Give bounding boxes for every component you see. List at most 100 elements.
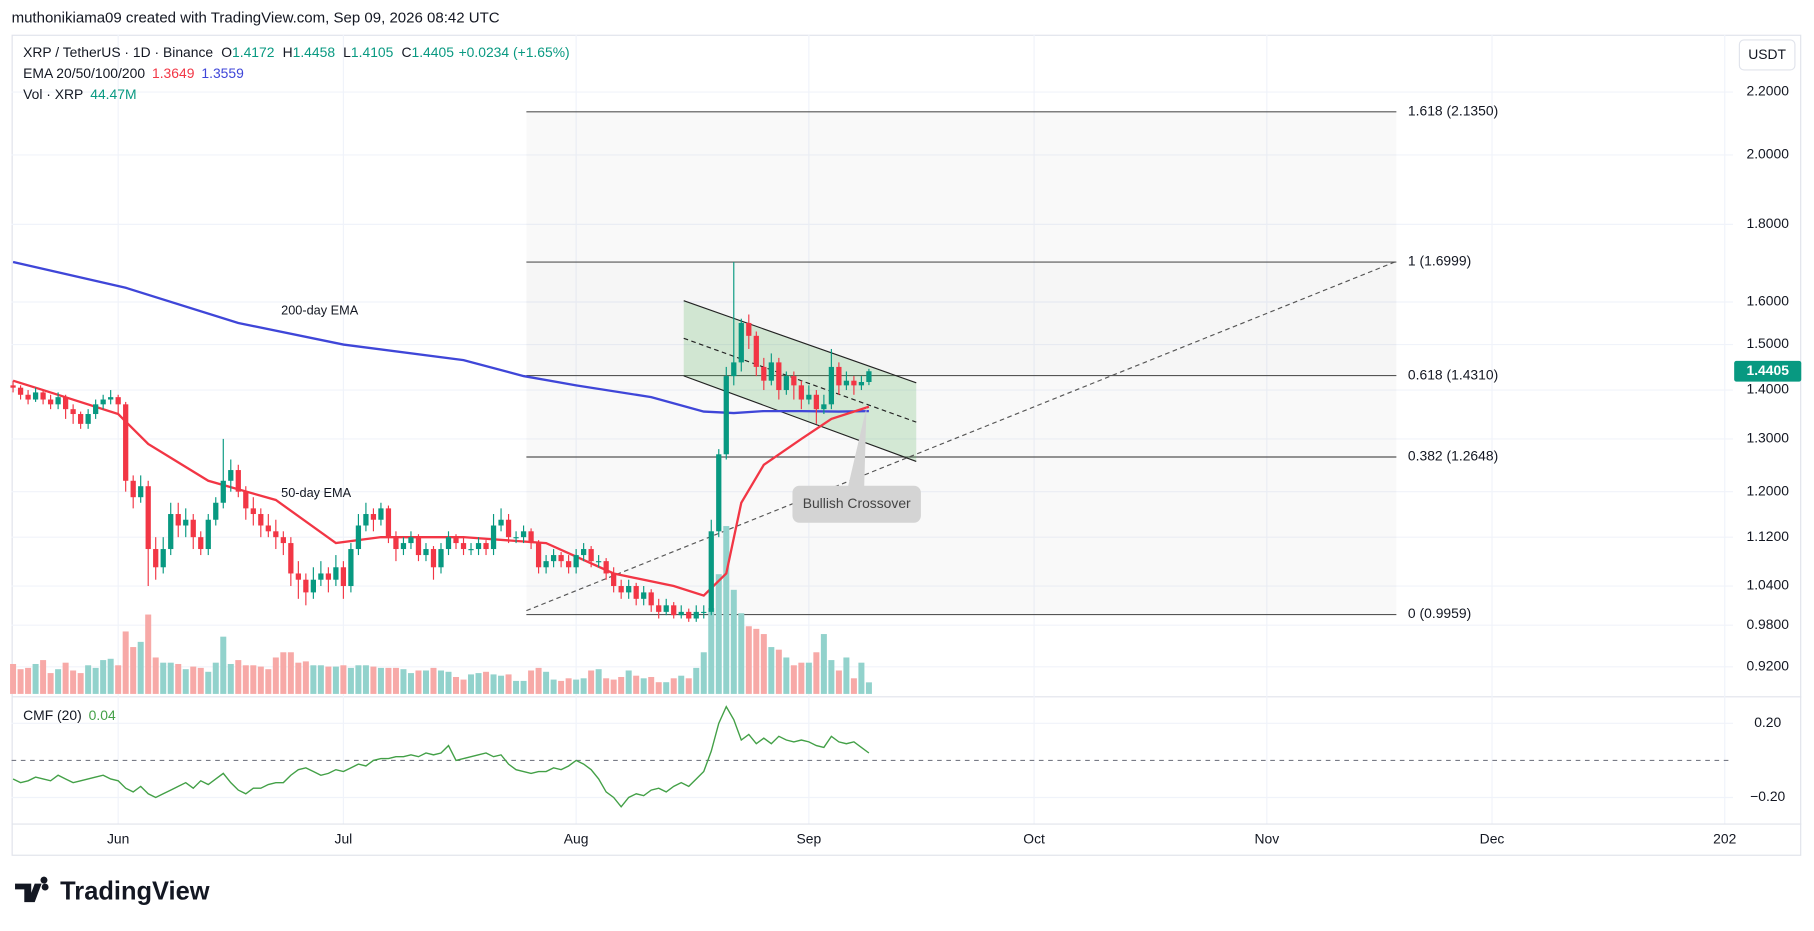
candle-body (708, 531, 714, 612)
volume-bar (280, 652, 287, 694)
volume-bar (633, 675, 640, 694)
volume-bar (835, 670, 842, 694)
fib-zone (526, 376, 1396, 457)
candle-body (235, 470, 241, 492)
candle-body (55, 397, 61, 405)
candle-body (258, 514, 264, 526)
candle-body (32, 392, 39, 400)
candle-body (738, 322, 744, 363)
volume-bar (723, 526, 730, 694)
ema-lines: 200-day EMA 50-day EMA (12, 260, 870, 597)
y-tick-label: 1.1200 (1746, 528, 1789, 544)
candle-body (723, 376, 729, 455)
volume-bar (325, 666, 332, 694)
line-label: 200-day EMA (281, 302, 359, 317)
y-tick-label: 1.6000 (1746, 293, 1789, 309)
volume-bar (558, 680, 565, 694)
volume-bar (565, 678, 572, 694)
currency-label[interactable]: USDT (1748, 46, 1786, 62)
candle-body (836, 366, 842, 386)
candle-body (430, 549, 437, 568)
legend-row: CMF (20) 0.04 (23, 707, 116, 723)
fib-zone (526, 457, 1396, 615)
volume-bar (843, 657, 850, 694)
volume-bar (160, 662, 167, 694)
candle-body (731, 362, 737, 377)
candle-body (175, 514, 181, 526)
line-label: 50-day EMA (281, 485, 352, 500)
volume-bar (655, 682, 662, 694)
volume-bar (663, 682, 670, 694)
volume-bar (302, 661, 309, 694)
volume-bar (235, 660, 242, 694)
volume-bar (130, 647, 137, 694)
volume-bar (347, 667, 354, 694)
volume-bar (107, 658, 114, 694)
volume-bar (468, 674, 475, 694)
volume-bar (580, 678, 587, 694)
volume-bar (550, 679, 557, 694)
volume-bar (670, 678, 677, 694)
candle-body (108, 397, 114, 400)
x-tick-label: Oct (1023, 830, 1045, 846)
legend-value: 1.4105 (351, 44, 394, 60)
currency-button-box[interactable] (1738, 39, 1796, 71)
candle-body (17, 387, 24, 395)
candle-body (138, 486, 144, 498)
logo-icon (15, 876, 48, 903)
y-tick-label: 0.9800 (1746, 616, 1789, 632)
volume-bar (287, 652, 294, 694)
candles (10, 262, 872, 622)
candle-body (453, 537, 459, 544)
volume-bar (62, 662, 69, 694)
volume-bar (513, 680, 520, 694)
volume-bar (47, 673, 54, 694)
candle-body (130, 480, 136, 498)
volume-bar (115, 665, 122, 694)
candle-body (596, 561, 602, 563)
cmf-tick-label: −0.20 (1750, 788, 1785, 804)
candle-body (145, 486, 151, 550)
volume-bar (227, 663, 234, 694)
volume-bar (640, 678, 647, 694)
currency-button[interactable]: USDT (1738, 39, 1796, 71)
volume-bar (152, 657, 159, 694)
legend-value: 0.04 (89, 707, 116, 723)
volume-bar (317, 665, 324, 694)
candle-body (295, 573, 301, 580)
candle-body (693, 611, 699, 619)
legend-volume: Vol · XRP (23, 86, 83, 102)
candle-body (213, 502, 219, 520)
y-tick-label: 1.4000 (1746, 381, 1789, 397)
candle-body (611, 573, 617, 587)
candle-body (753, 335, 759, 367)
candle-body (776, 362, 782, 391)
candle-body (115, 397, 121, 405)
volume-bar (730, 589, 737, 694)
candle-body (648, 592, 654, 606)
candle-body (550, 555, 557, 562)
candle-body (851, 380, 857, 386)
volume-bar (340, 665, 347, 694)
candle-body (355, 525, 362, 550)
candle-body (581, 549, 587, 556)
trend-line (526, 260, 1397, 612)
candle-body (370, 514, 377, 520)
y-tick-label: 1.8000 (1746, 215, 1789, 231)
volume-bar (505, 674, 512, 694)
candle-body (78, 414, 84, 424)
x-tick-label: 202 (1713, 830, 1736, 846)
y-tick-label: 0.9200 (1746, 658, 1789, 674)
volume-bar (685, 678, 692, 694)
annotations: Bullish Crossover (792, 407, 921, 523)
volume-bar (445, 671, 452, 694)
volume-bar (392, 667, 399, 694)
candle-body (663, 605, 669, 612)
volume-bar (850, 678, 857, 694)
candle-body (25, 394, 31, 400)
volume-bar (250, 665, 257, 694)
candle-body (62, 397, 69, 410)
volume-bar (760, 634, 767, 694)
legend-value: 1.4405 (411, 44, 454, 60)
volume-bar (92, 667, 99, 694)
